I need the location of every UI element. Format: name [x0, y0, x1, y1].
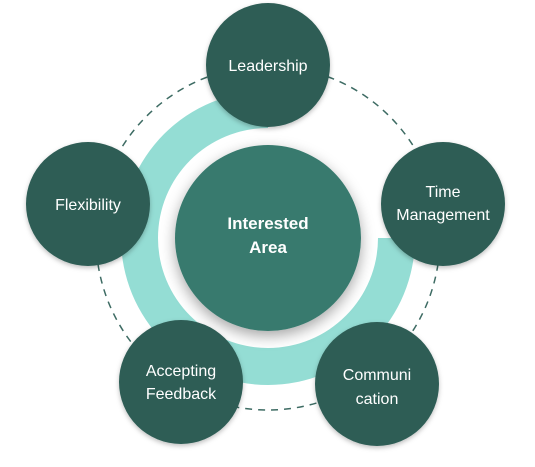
flexibility-circle — [26, 142, 150, 266]
leadership-label: Leadership — [228, 58, 307, 75]
communication-circle — [315, 322, 439, 446]
communication-label-line2: cation — [356, 391, 399, 408]
node-accepting-feedback: Accepting Feedback — [119, 320, 243, 444]
center-label-line1: Interested — [227, 214, 308, 233]
communication-label-line1: Communi — [343, 367, 411, 384]
node-communication: Communi cation — [315, 322, 439, 446]
accepting-feedback-label-line2: Feedback — [146, 386, 217, 403]
accepting-feedback-label-line1: Accepting — [146, 363, 216, 380]
time-management-circle — [381, 142, 505, 266]
node-flexibility: Flexibility — [26, 142, 150, 266]
accepting-feedback-circle — [119, 320, 243, 444]
flexibility-label: Flexibility — [55, 197, 121, 214]
node-leadership: Leadership — [206, 3, 330, 127]
center-circle — [175, 145, 361, 331]
time-management-label-line1: Time — [426, 184, 461, 201]
center-label-line2: Area — [249, 238, 287, 257]
node-time-management: Time Management — [381, 142, 505, 266]
center-node: Interested Area — [175, 145, 361, 331]
leadership-circle — [206, 3, 330, 127]
time-management-label-line2: Management — [396, 207, 490, 224]
